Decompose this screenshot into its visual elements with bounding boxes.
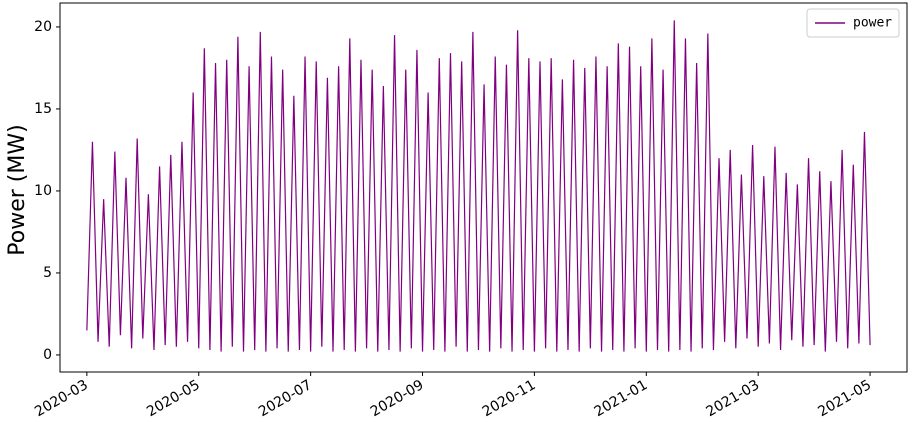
y-tick-label: 20 [34, 19, 52, 35]
x-tick-label: 2020-07 [256, 377, 315, 420]
x-tick-label: 2020-05 [144, 377, 203, 420]
power-line [86, 20, 871, 352]
y-tick-label: 5 [43, 265, 52, 281]
x-tick-label: 2021-03 [704, 377, 763, 420]
x-tick-label: 2020-11 [480, 377, 539, 420]
y-tick-label: 15 [34, 101, 52, 117]
y-tick-label: 10 [34, 183, 52, 199]
y-tick-label: 0 [43, 347, 52, 363]
x-tick-label: 2021-01 [592, 377, 651, 420]
x-tick-label: 2020-03 [32, 377, 91, 420]
y-axis-label: Power (MW) [5, 124, 30, 255]
legend-box [806, 8, 900, 38]
legend-label: power [853, 16, 892, 31]
x-tick-label: 2020-09 [368, 377, 427, 420]
plot-frame [59, 2, 908, 373]
x-tick-label: 2021-05 [815, 377, 874, 420]
